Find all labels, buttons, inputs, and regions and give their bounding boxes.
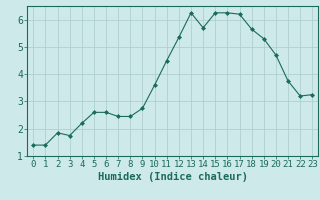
X-axis label: Humidex (Indice chaleur): Humidex (Indice chaleur) <box>98 172 248 182</box>
